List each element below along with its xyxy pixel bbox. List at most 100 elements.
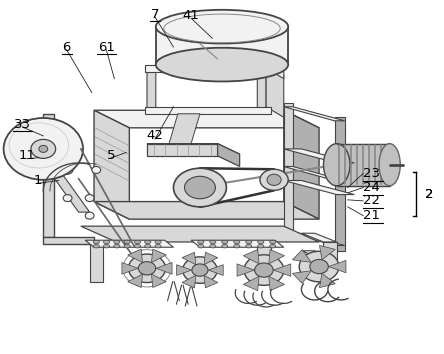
Ellipse shape [210,240,216,244]
Polygon shape [257,65,266,114]
Ellipse shape [234,244,240,248]
Ellipse shape [379,144,400,186]
Text: 33: 33 [14,118,31,131]
Text: 41: 41 [182,9,199,22]
Ellipse shape [128,254,166,282]
Polygon shape [334,117,345,251]
Polygon shape [293,250,311,262]
Text: 42: 42 [147,129,163,142]
Ellipse shape [222,244,228,248]
Polygon shape [182,252,196,265]
Ellipse shape [62,166,73,174]
Ellipse shape [85,195,94,201]
Ellipse shape [267,174,281,185]
Polygon shape [301,233,337,242]
Ellipse shape [183,257,217,283]
Polygon shape [320,273,335,288]
Polygon shape [147,144,240,154]
Polygon shape [204,252,218,265]
Ellipse shape [4,118,83,180]
Text: 1: 1 [33,174,42,187]
Polygon shape [145,65,270,72]
Polygon shape [94,110,319,128]
Polygon shape [156,263,172,274]
Ellipse shape [145,244,151,248]
Polygon shape [284,166,345,181]
Ellipse shape [192,264,208,276]
Ellipse shape [135,244,140,248]
Polygon shape [204,275,218,288]
Text: 61: 61 [98,41,115,53]
Polygon shape [329,260,346,273]
Polygon shape [284,110,319,219]
Polygon shape [284,103,293,233]
Ellipse shape [299,251,339,282]
Text: 2: 2 [425,188,433,201]
Text: 22: 22 [363,194,380,207]
Polygon shape [94,201,319,219]
Polygon shape [128,274,143,287]
Polygon shape [191,240,284,247]
Polygon shape [128,249,143,263]
Ellipse shape [63,195,72,201]
Polygon shape [284,181,354,195]
Ellipse shape [145,240,151,244]
Text: 7: 7 [151,7,159,21]
Ellipse shape [185,176,215,199]
Ellipse shape [310,259,328,274]
Ellipse shape [270,240,276,244]
Polygon shape [243,250,259,264]
Text: 11: 11 [19,149,36,162]
Polygon shape [182,275,196,288]
Ellipse shape [39,145,48,153]
Polygon shape [85,240,174,247]
Polygon shape [147,65,156,114]
Text: 23: 23 [363,167,380,180]
Text: 2: 2 [425,188,433,201]
Ellipse shape [260,169,288,190]
Ellipse shape [124,244,130,248]
Text: 21: 21 [363,209,380,222]
Polygon shape [90,244,103,282]
Ellipse shape [246,240,252,244]
Polygon shape [44,163,90,212]
Ellipse shape [155,244,161,248]
Ellipse shape [139,262,156,275]
Polygon shape [243,276,259,291]
Ellipse shape [31,139,56,158]
Ellipse shape [156,48,288,81]
Polygon shape [208,265,223,275]
Ellipse shape [198,240,204,244]
Text: 24: 24 [363,181,380,194]
Ellipse shape [135,240,140,244]
Ellipse shape [93,244,99,248]
Polygon shape [145,107,270,114]
Ellipse shape [114,244,120,248]
Polygon shape [269,250,285,264]
Polygon shape [218,144,240,166]
Ellipse shape [210,244,216,248]
Polygon shape [324,242,337,259]
Polygon shape [44,237,94,244]
Ellipse shape [174,168,226,207]
Ellipse shape [124,240,130,244]
Polygon shape [293,271,311,284]
Ellipse shape [103,244,110,248]
Ellipse shape [258,240,264,244]
Polygon shape [274,264,291,276]
Ellipse shape [222,240,228,244]
Polygon shape [269,276,285,291]
Ellipse shape [92,166,101,173]
Polygon shape [237,264,254,276]
Polygon shape [151,249,166,263]
Ellipse shape [246,244,252,248]
Polygon shape [301,251,337,259]
Polygon shape [284,149,354,163]
Polygon shape [169,114,200,144]
Ellipse shape [244,255,284,285]
Polygon shape [151,274,166,287]
Polygon shape [284,232,345,245]
Ellipse shape [198,244,204,248]
Ellipse shape [258,244,264,248]
Polygon shape [257,244,270,282]
